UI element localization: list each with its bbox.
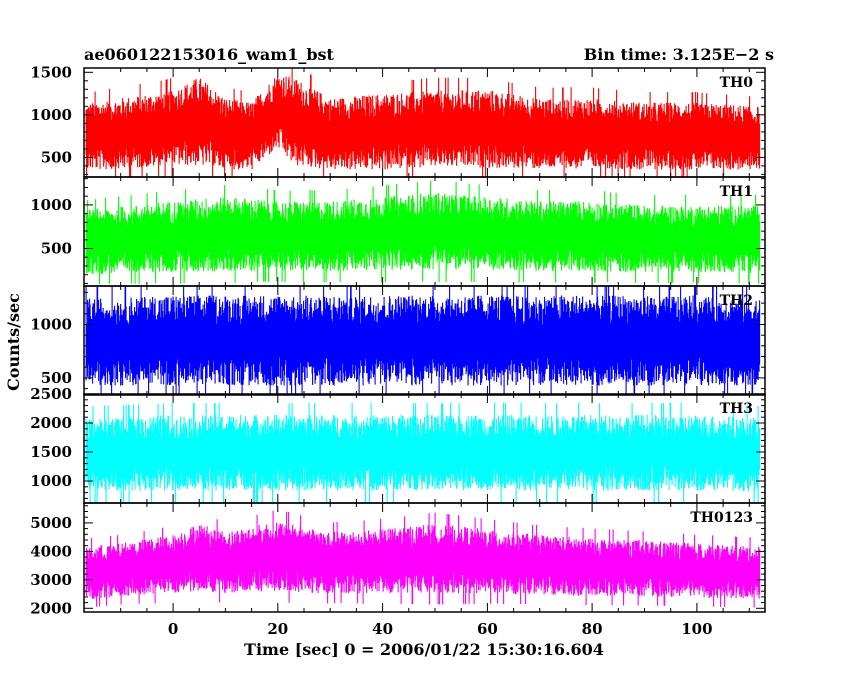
trace-layer (85, 68, 761, 608)
y-tick-label: 1000 (30, 316, 72, 334)
label-layer: ae060122153016_wam1_bst Bin time: 3.125E… (4, 45, 774, 659)
y-axis-title: Counts/sec (4, 293, 23, 391)
y-tick-label: 1000 (30, 196, 72, 214)
series-trace-th0 (85, 68, 761, 177)
tick-layer (84, 68, 765, 612)
y-tick-label: 5000 (30, 514, 72, 532)
y-tick-label: 4000 (30, 542, 72, 560)
panel-frame-th2 (83, 285, 766, 396)
series-trace-th0123 (85, 510, 761, 608)
panel-label-th0123: TH0123 (690, 510, 753, 526)
panel-label-th3: TH3 (720, 401, 753, 417)
series-trace-th1 (85, 180, 761, 285)
y-tick-label: 2500 (30, 385, 72, 403)
y-tick-label: 500 (41, 369, 72, 387)
y-tick-label: 500 (41, 240, 72, 258)
y-tick-label: 1500 (30, 443, 72, 461)
y-tick-label: 1500 (30, 63, 72, 81)
bin-time-label: Bin time: 3.125E−2 s (584, 45, 774, 64)
chart-title: ae060122153016_wam1_bst (84, 45, 335, 64)
y-tick-label: 3000 (30, 571, 72, 589)
x-tick-label: 80 (582, 620, 603, 638)
series-trace-th3 (85, 402, 761, 503)
x-tick-label: 0 (168, 620, 178, 638)
y-tick-label: 2000 (30, 414, 72, 432)
y-tick-label: 500 (41, 148, 72, 166)
x-tick-label: 20 (267, 620, 288, 638)
x-tick-label: 40 (372, 620, 393, 638)
panel-label-th2: TH2 (720, 293, 753, 309)
y-tick-label: 1000 (30, 106, 72, 124)
y-tick-label: 2000 (30, 599, 72, 617)
panel-label-th1: TH1 (720, 184, 753, 200)
x-tick-label: 100 (681, 620, 712, 638)
panel-label-th0: TH0 (720, 75, 754, 91)
x-axis-title: Time [sec] 0 = 2006/01/22 15:30:16.604 (244, 640, 604, 659)
series-trace-th2 (85, 286, 761, 395)
x-tick-label: 60 (477, 620, 498, 638)
y-tick-label: 1000 (30, 472, 72, 490)
